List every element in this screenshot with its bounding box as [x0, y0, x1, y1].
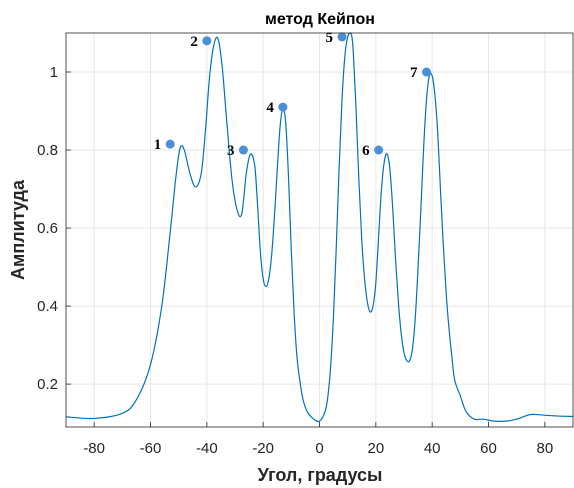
chart-title: метод Кейпон — [265, 11, 375, 28]
annotation-label-6: 6 — [362, 143, 370, 159]
x-tick-label: -40 — [196, 440, 218, 457]
x-axis-label: Угол, градусы — [258, 465, 383, 485]
y-tick-label: 0.2 — [37, 376, 58, 393]
annotation-marker-6 — [374, 145, 384, 155]
x-tick-label: -80 — [83, 440, 105, 457]
annotation-label-2: 2 — [190, 34, 198, 50]
x-tick-label: 0 — [315, 440, 323, 457]
x-tick-label: 80 — [536, 440, 553, 457]
x-tick-label: -60 — [140, 440, 162, 457]
annotation-label-5: 5 — [326, 30, 334, 46]
x-tick-label: -20 — [252, 440, 274, 457]
annotation-label-3: 3 — [227, 143, 235, 159]
series-line — [65, 32, 574, 423]
x-tick-label: 40 — [424, 440, 441, 457]
annotation-label-1: 1 — [154, 137, 162, 153]
annotation-label-7: 7 — [410, 65, 418, 81]
annotation-markers: 1 2 3 4 5 6 7 — [154, 30, 432, 159]
annotation-marker-5 — [337, 32, 347, 42]
annotation-marker-3 — [238, 145, 248, 155]
y-tick-label: 1 — [50, 64, 58, 81]
y-tick-label: 0.4 — [37, 298, 58, 315]
y-axis-label: Амплитуда — [8, 179, 28, 280]
x-tick-label: 60 — [480, 440, 497, 457]
annotation-marker-7 — [422, 67, 432, 77]
axis-ticks: -80 -60 -40 -20 0 20 40 60 80 0.2 0.4 0.6 0.8 1 — [37, 64, 553, 457]
y-tick-label: 0.6 — [37, 220, 58, 237]
grid — [66, 33, 573, 427]
x-tick-label: 20 — [367, 440, 384, 457]
annotation-marker-1 — [165, 139, 175, 149]
y-tick-label: 0.8 — [37, 142, 58, 159]
annotation-marker-2 — [202, 36, 212, 46]
annotation-marker-4 — [278, 102, 288, 112]
annotation-label-4: 4 — [266, 100, 274, 116]
